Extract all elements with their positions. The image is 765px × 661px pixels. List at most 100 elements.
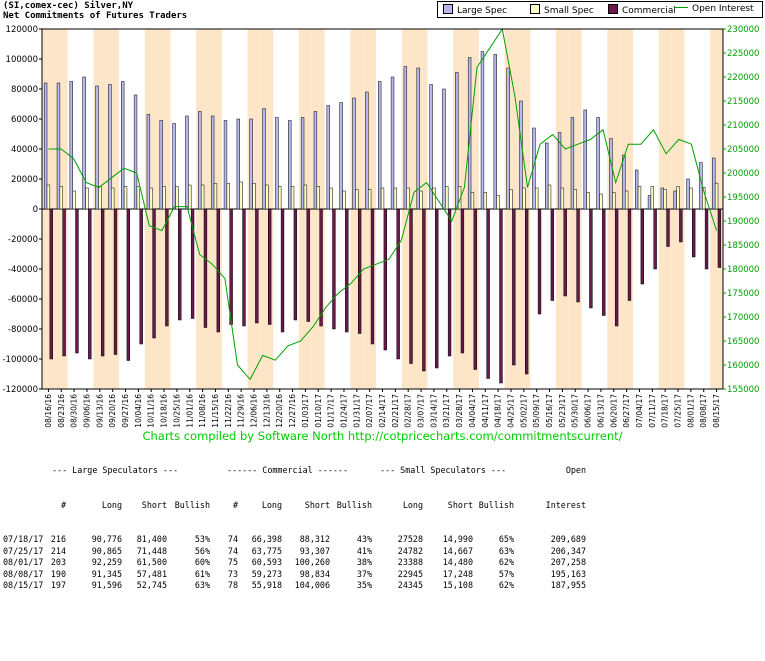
commercial-bar bbox=[242, 208, 246, 327]
table-cell-b3: 62% bbox=[498, 580, 514, 590]
legend-swatch-commercial bbox=[608, 4, 618, 14]
table-cell-b3: 57% bbox=[498, 568, 514, 579]
legend-swatch-large-spec bbox=[443, 4, 453, 14]
y-tick-label: -120000 bbox=[2, 385, 38, 395]
large-spec-bar bbox=[69, 81, 73, 210]
small-spec-bar bbox=[483, 192, 487, 210]
x-tick-label: 07/18/17 bbox=[661, 394, 670, 428]
table-cell-b2: 41% bbox=[356, 545, 372, 556]
table-row: 07/18/17 216 90,776 81,400 53% 74 66,398 88,312… bbox=[0, 534, 586, 546]
small-spec-bar bbox=[111, 187, 115, 210]
table-cell-date: 08/15/17 bbox=[3, 580, 44, 590]
small-spec-bar bbox=[522, 187, 526, 210]
large-spec-bar bbox=[493, 54, 497, 210]
x-tick-label: 09/13/16 bbox=[95, 394, 104, 428]
table-group-header-row: --- Large Speculators --- ------ Commerc… bbox=[0, 465, 586, 477]
table-cell-date: 08/01/17 bbox=[3, 557, 44, 567]
x-tick-label: 04/04/17 bbox=[468, 394, 477, 428]
x-tick-label: 07/11/17 bbox=[648, 394, 657, 428]
large-spec-bar bbox=[146, 114, 151, 210]
table-cell-s1: 61,500 bbox=[136, 557, 167, 567]
net-commitments-chart: 120000100000800006000040000200000-20000-… bbox=[2, 25, 759, 428]
small-spec-bar bbox=[226, 183, 230, 210]
large-spec-bar bbox=[262, 108, 266, 210]
y2-tick-label: 155000 bbox=[727, 385, 759, 395]
x-tick-label: 05/02/17 bbox=[519, 394, 528, 428]
table-cell-oi: 187,955 bbox=[550, 580, 586, 590]
y-tick-label: -100000 bbox=[2, 355, 38, 365]
col-header-long1: Long bbox=[101, 499, 122, 510]
large-spec-bar bbox=[583, 109, 587, 210]
legend-item-commercial: Commercial bbox=[608, 4, 676, 16]
table-cell-l3: 23388 bbox=[397, 557, 423, 567]
small-spec-bar bbox=[367, 189, 372, 210]
table-row: 08/15/17 197 91,596 52,745 63% 78 55,918 104,00… bbox=[0, 580, 586, 592]
table-cell-n2: 74 bbox=[227, 534, 238, 544]
x-tick-label: 08/15/17 bbox=[712, 394, 721, 428]
table-cell-l1: 90,776 bbox=[91, 534, 122, 544]
y-tick-label: 40000 bbox=[11, 145, 38, 155]
commercial-bar bbox=[422, 208, 426, 372]
large-spec-bar bbox=[403, 66, 408, 210]
x-tick-label: 03/21/17 bbox=[442, 394, 451, 428]
large-spec-bar bbox=[236, 118, 240, 210]
commercial-bar bbox=[653, 208, 657, 270]
x-tick-label: 03/28/17 bbox=[455, 394, 464, 428]
table-row: 08/01/17 203 92,259 61,500 60% 75 60,593 100,26… bbox=[0, 557, 586, 569]
x-tick-label: 11/08/16 bbox=[198, 394, 207, 428]
table-row: 08/08/17 190 91,345 57,481 61% 73 59,273 98,834… bbox=[0, 569, 586, 581]
table-cell-n1: 216 bbox=[50, 534, 66, 544]
x-tick-label: 12/13/16 bbox=[262, 394, 271, 428]
small-spec-bar bbox=[393, 187, 398, 210]
large-spec-bar bbox=[159, 120, 163, 210]
x-tick-label: 01/10/17 bbox=[314, 394, 323, 428]
col-header-short2: Short bbox=[304, 499, 330, 510]
commercial-bar bbox=[280, 208, 285, 333]
commercial-bar bbox=[614, 208, 619, 327]
x-tick-label: 02/07/17 bbox=[365, 394, 374, 428]
large-spec-bar bbox=[455, 72, 459, 210]
small-spec-bar bbox=[239, 181, 243, 210]
x-tick-label: 05/30/17 bbox=[571, 394, 580, 428]
large-spec-bar bbox=[223, 120, 228, 210]
open-interest-line bbox=[48, 27, 718, 381]
commercial-group-header: ------ Commercial ------ bbox=[227, 465, 349, 475]
y-tick-label: 80000 bbox=[11, 85, 38, 95]
small-spec-bar bbox=[650, 186, 654, 210]
x-tick-label: 09/20/16 bbox=[108, 394, 117, 428]
commercial-bar bbox=[203, 208, 208, 328]
table-cell-s3: 15,108 bbox=[442, 580, 473, 590]
table-cell-l2: 55,918 bbox=[251, 580, 282, 590]
large-spec-bar bbox=[480, 51, 485, 210]
x-tick-label: 02/14/17 bbox=[378, 394, 387, 428]
chart-legend: Large Spec Small Spec Commercial Open In… bbox=[437, 1, 763, 18]
small-spec-bar bbox=[46, 184, 51, 210]
x-tick-label: 06/06/17 bbox=[584, 394, 593, 428]
x-tick-label: 08/16/16 bbox=[44, 394, 53, 428]
y2-tick-label: 175000 bbox=[727, 289, 759, 299]
large-spec-bar bbox=[390, 76, 395, 210]
x-tick-label: 06/13/17 bbox=[596, 394, 605, 428]
table-cell-oi: 206,347 bbox=[550, 545, 586, 556]
table-cell-s3: 14,667 bbox=[442, 545, 473, 556]
large-spec-bar bbox=[660, 187, 665, 210]
commercial-bar bbox=[345, 208, 349, 333]
commercial-bar bbox=[268, 208, 272, 325]
y-tick-label: -20000 bbox=[8, 235, 38, 245]
large-spec-bar bbox=[570, 117, 575, 210]
table-cell-l1: 90,865 bbox=[91, 545, 122, 556]
table-cell-b2: 38% bbox=[356, 557, 372, 567]
small-spec-bar bbox=[406, 187, 410, 210]
small-spec-bar bbox=[342, 190, 346, 210]
commercial-bar bbox=[563, 208, 567, 297]
small-spec-bar bbox=[149, 187, 153, 210]
table-row: 07/25/17 214 90,865 71,448 56% 74 63,775 93,307… bbox=[0, 546, 586, 558]
legend-label-small-spec: Small Spec bbox=[544, 6, 594, 16]
commercial-bar bbox=[357, 208, 362, 334]
col-header-oi: Interest bbox=[545, 499, 586, 510]
commercial-bar bbox=[165, 208, 169, 327]
small-spec-bar bbox=[445, 186, 449, 210]
small-spec-bar bbox=[509, 189, 513, 210]
large-spec-bar bbox=[519, 100, 523, 210]
table-cell-b1: 53% bbox=[194, 534, 210, 544]
